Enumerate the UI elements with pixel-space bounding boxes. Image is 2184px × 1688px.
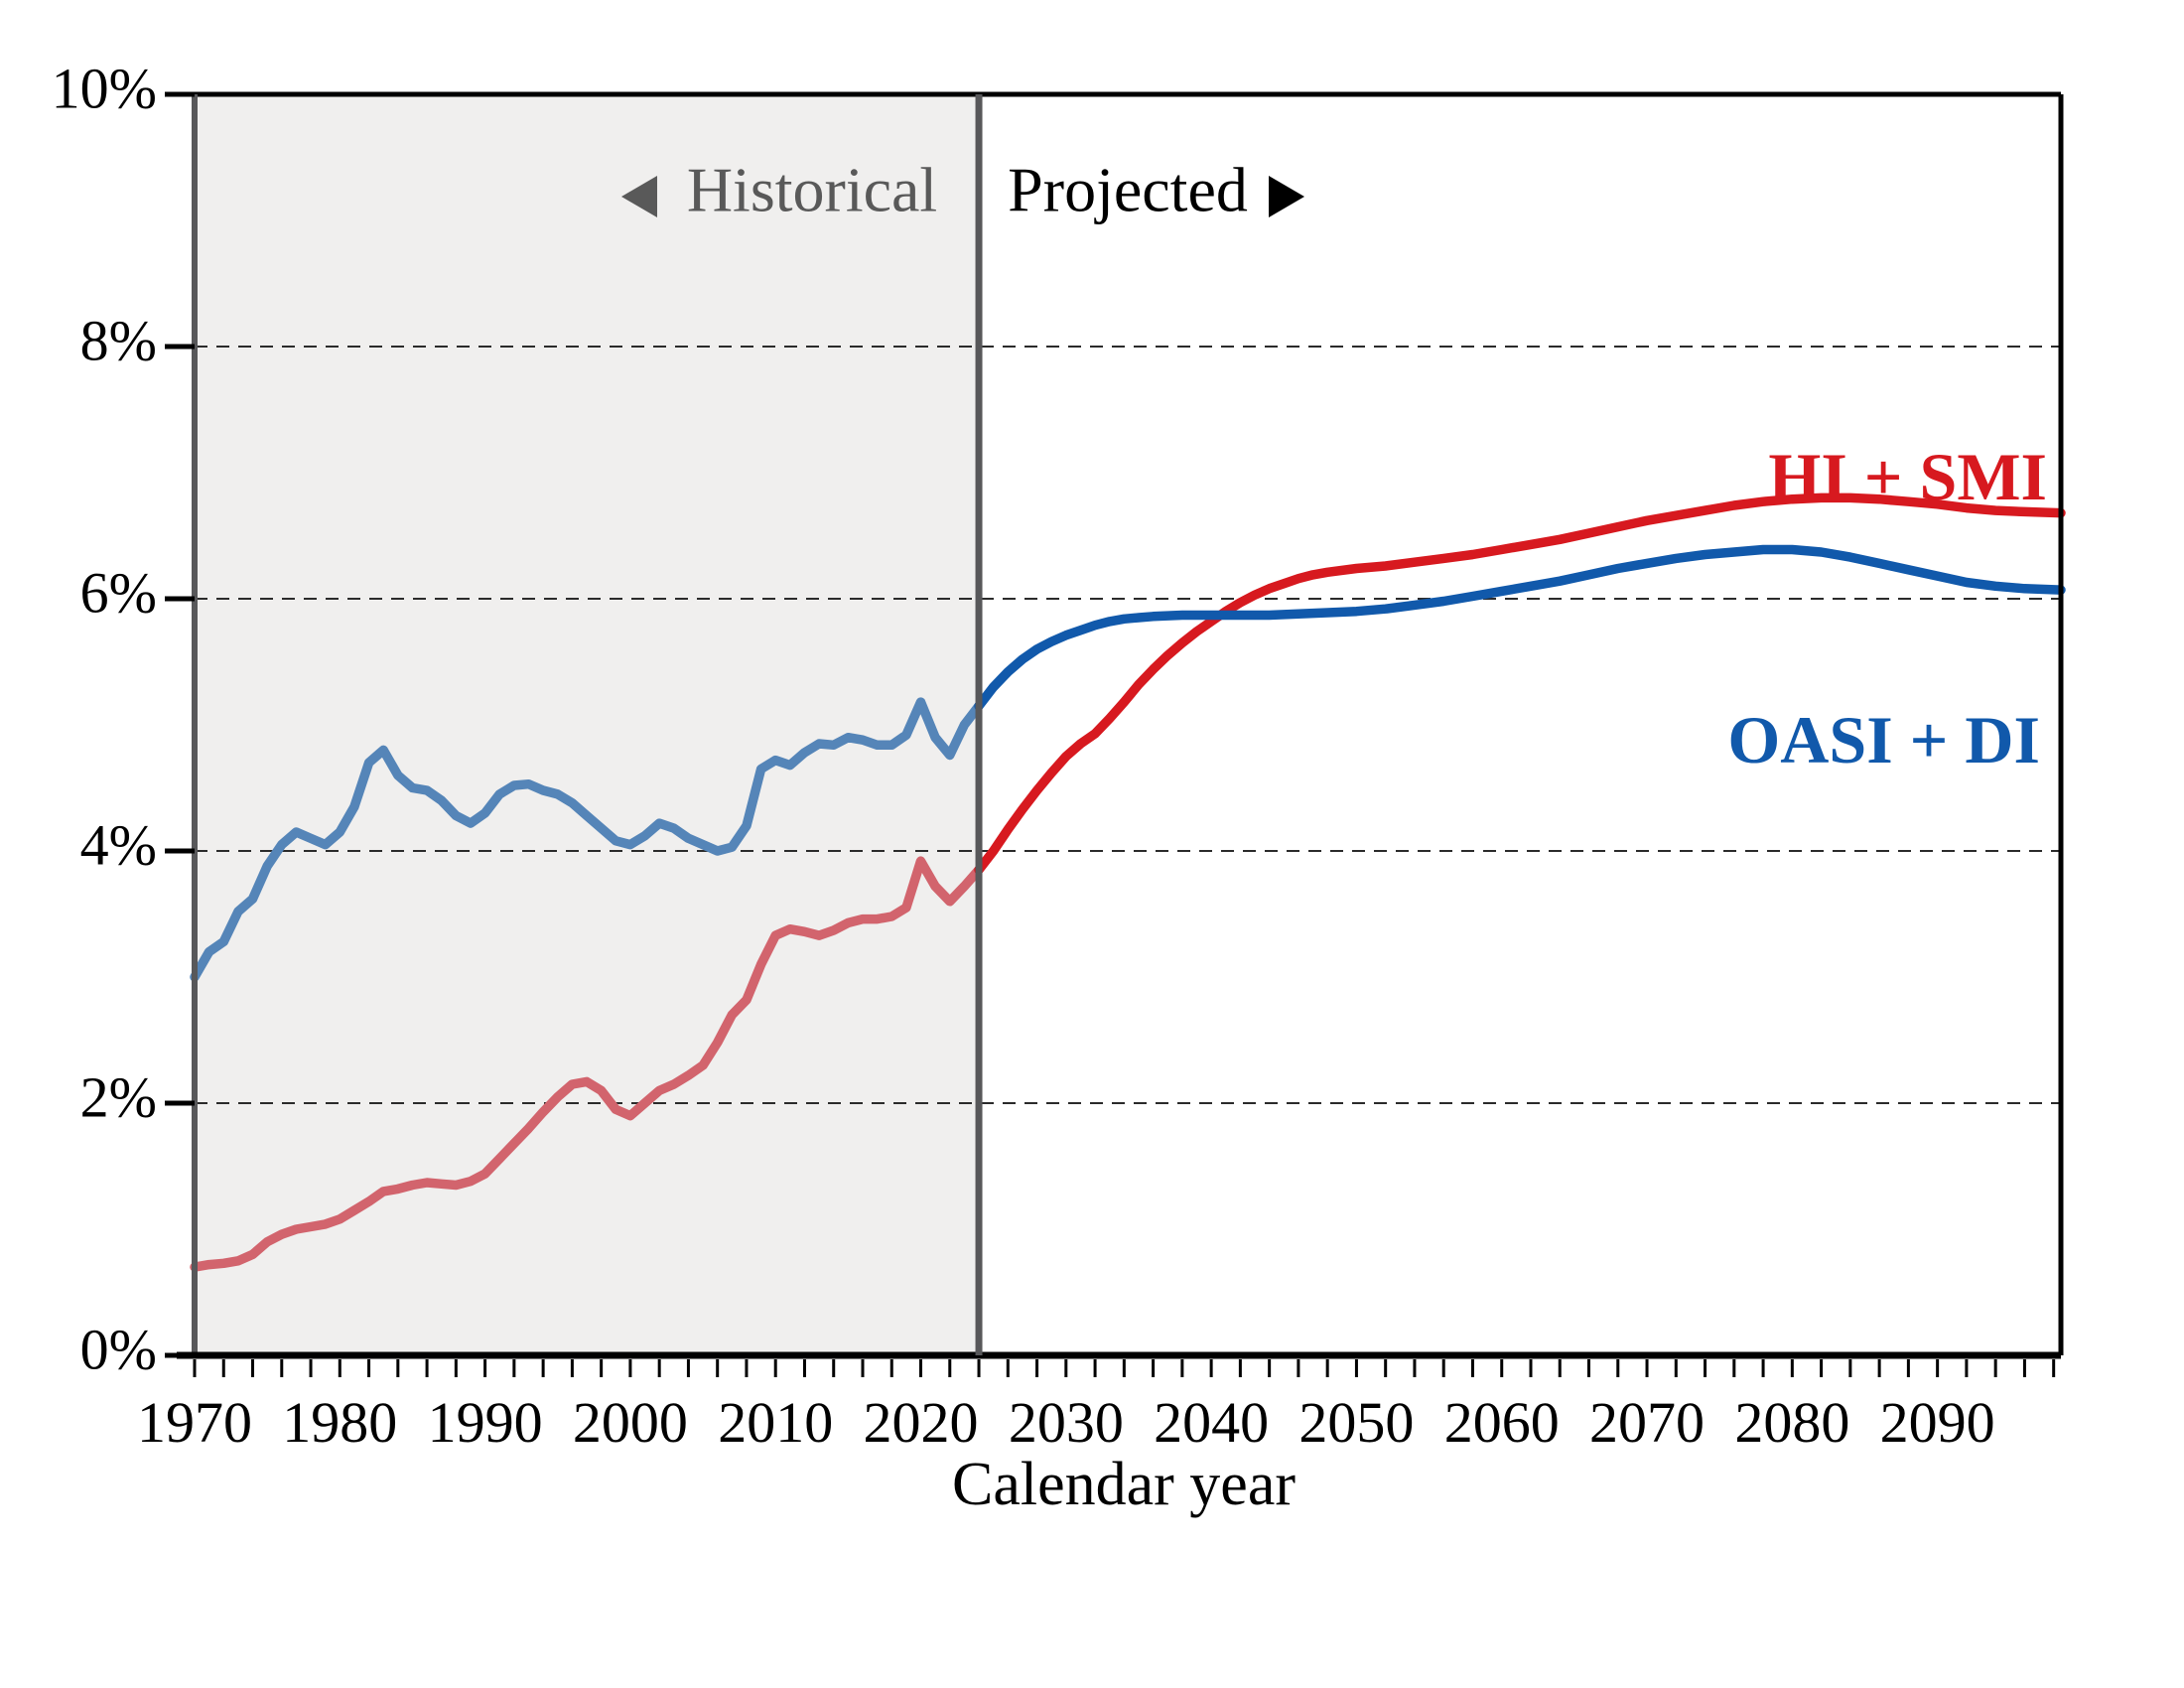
x-tick-label-2090: 2090	[1880, 1390, 1995, 1455]
oasi-di-historical-line	[190, 697, 984, 982]
x-tick-label-2020: 2020	[864, 1390, 979, 1455]
x-tick-label-1990: 1990	[428, 1390, 543, 1455]
x-axis-ticks	[193, 1359, 2056, 1377]
x-tick-label-2070: 2070	[1589, 1390, 1705, 1455]
projected-region-label: Projected	[1008, 155, 1248, 225]
x-tick-label-2050: 2050	[1298, 1390, 1414, 1455]
x-tick-label-2000: 2000	[573, 1390, 688, 1455]
x-tick-label-2010: 2010	[718, 1390, 833, 1455]
hi-smi-projected-line	[974, 492, 2066, 875]
x-axis-labels: 1970 1980 1990 2000 2010 2020 2030 2040 2050 2060…	[137, 1390, 1995, 1455]
y-tick-label-10: 10%	[52, 56, 157, 120]
historical-shaded-region	[195, 94, 979, 1355]
x-tick-label-1970: 1970	[137, 1390, 252, 1455]
y-tick-label-2: 2%	[80, 1064, 157, 1129]
x-tick-label-2030: 2030	[1009, 1390, 1124, 1455]
x-tick-label-2040: 2040	[1154, 1390, 1269, 1455]
y-axis-labels: 0% 2% 4% 6% 8% 10%	[52, 56, 157, 1381]
gridlines	[195, 346, 2061, 1104]
y-tick-label-8: 8%	[80, 308, 157, 372]
y-tick-label-6: 6%	[80, 560, 157, 625]
series-label-hi-smi: HI + SMI	[1768, 439, 2047, 514]
x-axis-title: Calendar year	[952, 1451, 1296, 1518]
oasi-di-projected-line	[974, 544, 2066, 711]
historical-left-arrow-icon	[621, 176, 657, 217]
projected-right-arrow-icon	[1269, 176, 1304, 217]
series-label-oasi-di: OASI + DI	[1727, 702, 2040, 777]
x-tick-label-2060: 2060	[1444, 1390, 1560, 1455]
x-tick-label-1980: 1980	[282, 1390, 397, 1455]
y-tick-label-0: 0%	[80, 1317, 157, 1381]
series-paths	[190, 492, 2066, 1272]
x-tick-label-2080: 2080	[1734, 1390, 1849, 1455]
historical-region-label: Historical	[687, 155, 937, 225]
y-axis-ticks	[165, 91, 195, 1358]
y-tick-label-4: 4%	[80, 812, 157, 877]
hi-smi-historical-line	[190, 856, 984, 1272]
